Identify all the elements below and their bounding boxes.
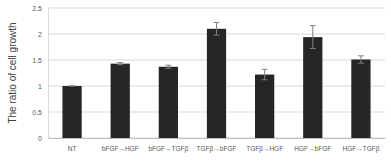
x-tick: TGFβ→bFGF xyxy=(197,138,237,153)
y-tick: 1 xyxy=(38,83,48,90)
error-bar xyxy=(310,26,316,49)
bar xyxy=(111,64,130,138)
x-tick: TGFβ→HGF xyxy=(246,138,283,153)
y-tick-label: 0.5 xyxy=(32,109,42,116)
bar xyxy=(351,59,370,138)
bar xyxy=(207,29,226,138)
y-tick-label: 1 xyxy=(38,83,42,90)
grid xyxy=(48,8,385,138)
x-tick-label: TGFβ→bFGF xyxy=(197,145,237,153)
bar xyxy=(62,86,81,138)
error-bar xyxy=(214,23,220,35)
x-tick-label: HGF→bFGF xyxy=(294,145,331,152)
error-bar xyxy=(165,65,171,68)
error-bar xyxy=(358,56,364,63)
x-tick: bFGF→TGFβ xyxy=(148,138,188,153)
y-axis-title: The ratio of cell growth xyxy=(7,22,18,123)
bar xyxy=(255,75,274,138)
y-tick-label: 1.5 xyxy=(32,57,42,64)
x-tick-label: NT xyxy=(68,145,77,152)
x-tick: HGF→TGFβ xyxy=(342,138,379,153)
y-tick-label: 2 xyxy=(38,31,42,38)
y-tick-label: 2.5 xyxy=(32,5,42,12)
error-bar xyxy=(117,63,123,65)
y-tick: 2 xyxy=(38,31,48,38)
x-axis-line xyxy=(49,138,386,139)
x-tick: HGF→bFGF xyxy=(294,138,331,152)
x-tick-label: bFGF→HGF xyxy=(102,145,139,152)
error-bar xyxy=(69,86,75,87)
chart: 0 0.5 1 1.5 2 2.5 NT bFGF→HGF bFGF→TGFβ TGFβ→bFGF… xyxy=(0,0,391,164)
bar xyxy=(159,67,178,138)
y-tick: 0 xyxy=(38,135,48,142)
y-axis: 0 0.5 1 1.5 2 2.5 xyxy=(32,5,48,142)
bar xyxy=(303,37,322,138)
error-bar xyxy=(262,69,268,79)
x-tick-label: bFGF→TGFβ xyxy=(148,145,188,153)
y-tick: 2.5 xyxy=(32,5,48,12)
x-tick-label: HGF→TGFβ xyxy=(342,145,379,153)
y-tick: 1.5 xyxy=(32,57,48,64)
y-axis-line xyxy=(48,9,49,139)
x-tick: NT xyxy=(68,138,77,152)
bars xyxy=(62,23,370,138)
x-tick-label: TGFβ→HGF xyxy=(246,145,283,153)
plot: 0 0.5 1 1.5 2 2.5 NT bFGF→HGF bFGF→TGFβ TGFβ→bFGF… xyxy=(32,5,385,153)
x-tick: bFGF→HGF xyxy=(102,138,139,152)
y-tick: 0.5 xyxy=(32,109,48,116)
x-axis: NT bFGF→HGF bFGF→TGFβ TGFβ→bFGF TGFβ→HGF HGF→… xyxy=(49,138,386,153)
grid-line xyxy=(48,8,385,9)
y-tick-label: 0 xyxy=(38,135,42,142)
